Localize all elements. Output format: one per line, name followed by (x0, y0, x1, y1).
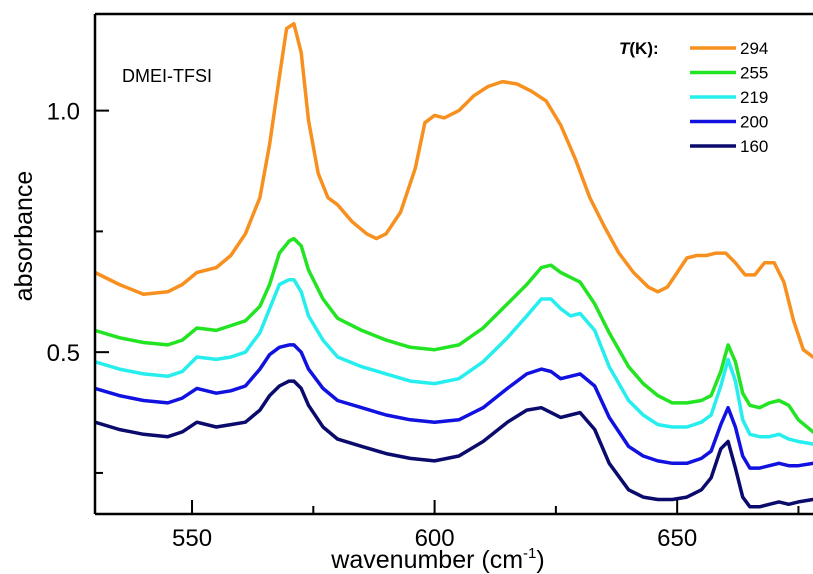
x-axis-title: wavenumber (cm-1) (330, 545, 544, 574)
axes (93, 12, 813, 516)
legend-label-294: 294 (740, 39, 768, 58)
x-tick-label-650: 650 (657, 525, 697, 552)
ticks: 550 600 650 0.5 1.0 (47, 99, 800, 552)
x-axis-title-main: wavenumber (cm (330, 546, 523, 574)
sample-annotation: DMEI-TFSI (122, 66, 212, 86)
legend-label-255: 255 (740, 64, 768, 83)
x-tick-label-600: 600 (415, 525, 455, 552)
x-tick-label-550: 550 (172, 525, 212, 552)
series-line-160 (95, 379, 813, 509)
legend-label-200: 200 (740, 113, 768, 132)
legend-title-variable: T (619, 39, 631, 58)
legend-label-219: 219 (740, 88, 768, 107)
series-line-255 (95, 236, 813, 434)
y-tick-label-1.0: 1.0 (47, 99, 80, 126)
legend-title: T(K): (619, 39, 659, 58)
series-line-219 (95, 277, 813, 446)
y-tick-label-0.5: 0.5 (47, 340, 80, 367)
legend: 294 255 219 200 160 (690, 39, 768, 156)
x-axis-title-sup: -1 (523, 545, 536, 562)
y-axis-title: absorbance (10, 171, 38, 302)
series-line-294 (95, 21, 813, 359)
legend-label-160: 160 (740, 137, 768, 156)
legend-title-unit: (K): (629, 39, 658, 58)
series-lines (95, 21, 813, 509)
series-line-200 (95, 343, 813, 470)
x-axis-title-end: ) (536, 546, 544, 574)
